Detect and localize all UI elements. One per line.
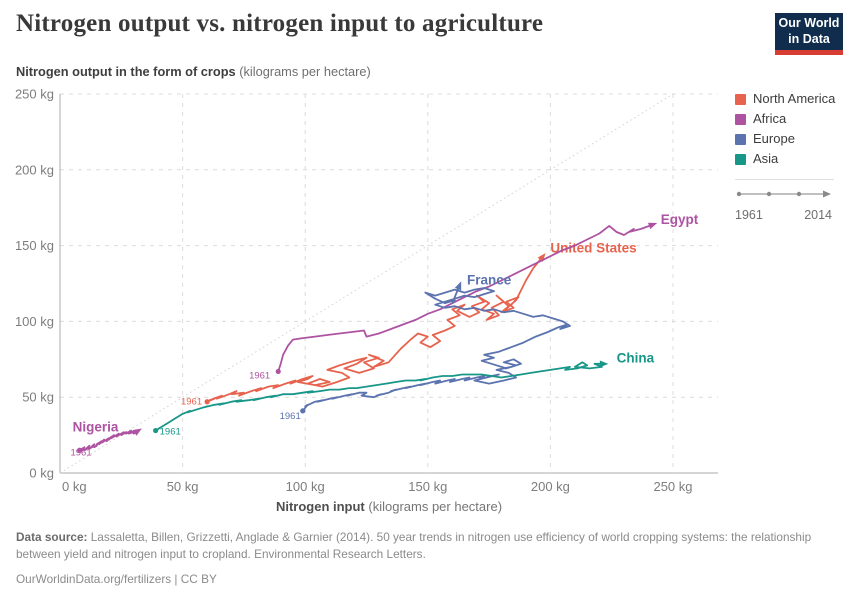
license-line[interactable]: OurWorldinData.org/fertilizers | CC BY (16, 571, 217, 586)
legend-swatch (735, 133, 746, 145)
start-point-france (300, 408, 306, 414)
timeline-axis (736, 190, 831, 198)
timeline-arrow-icon (823, 190, 831, 198)
page-title: Nitrogen output vs. nitrogen input to ag… (16, 10, 544, 37)
diagonal-reference-line (59, 93, 674, 474)
timeline-end-year: 2014 (804, 207, 832, 222)
owid-logo-line2: in Data (788, 31, 830, 46)
legend-item-asia[interactable]: Asia (735, 150, 847, 167)
y-axis-title-units: (kilograms per hectare) (235, 64, 371, 79)
country-label-egypt[interactable]: Egypt (661, 212, 699, 227)
trajectory-nigeria: 1961 Nigeria (70, 420, 142, 458)
trajectory-line-france[interactable] (301, 284, 571, 412)
trajectory-arrowhead-nigeria (132, 428, 142, 436)
trajectory-arrowhead-egypt (647, 222, 658, 230)
y-axis-title: Nitrogen output in the form of crops (ki… (16, 64, 371, 79)
trajectory-china: 1961 China (153, 351, 655, 438)
trajectory-line-egypt[interactable] (277, 223, 655, 373)
start-year-label-france: 1961 (280, 411, 301, 422)
owid-logo-line1: Our World (778, 15, 840, 30)
trajectory-line-china[interactable] (154, 361, 606, 432)
trajectory-egypt: 1961 Egypt (249, 212, 699, 382)
timeline-dot (766, 191, 772, 196)
legend-label: Europe (753, 130, 795, 146)
legend-item-europe[interactable]: Europe (735, 130, 847, 147)
x-tick-label: 0 kg (62, 479, 87, 494)
country-label-united-states[interactable]: United States (550, 241, 636, 256)
start-year-label-nigeria: 1961 (70, 447, 91, 458)
start-year-label-egypt: 1961 (249, 370, 270, 381)
x-tick-label: 100 kg (286, 479, 325, 494)
x-axis-title: Nitrogen input (kilograms per hectare) (276, 499, 502, 514)
start-year-label-united-states: 1961 (181, 397, 202, 408)
legend-swatch (735, 94, 746, 105)
y-tick-label: 0 kg (29, 466, 54, 481)
y-axis-title-bold: Nitrogen output in the form of crops (16, 64, 236, 79)
x-tick-label: 150 kg (408, 479, 447, 494)
start-year-label-china: 1961 (160, 427, 181, 438)
legend-items: North America Africa Europe Asia (735, 91, 847, 167)
y-tick-label: 250 kg (15, 87, 54, 102)
start-point-nigeria (77, 447, 83, 453)
trajectory-line-united-states[interactable] (206, 255, 544, 403)
chart-canvas[interactable]: 0 kg 50 kg 100 kg 150 kg 200 kg 250 kg 0 kg 50 … (0, 0, 850, 526)
legend-item-north-america[interactable]: North America (735, 91, 847, 107)
data-source-label: Data source: (16, 530, 88, 544)
country-label-china[interactable]: China (617, 351, 655, 366)
owid-logo: Our World in Data (775, 13, 843, 55)
data-source-text: Lassaletta, Billen, Grizzetti, Anglade &… (16, 530, 812, 562)
trajectory-united-states: 1961 United States (181, 241, 637, 408)
legend-swatch (735, 153, 746, 165)
y-tick-label: 200 kg (15, 162, 54, 177)
start-point-egypt (275, 368, 281, 375)
timeline-start-year: 1961 (735, 207, 763, 222)
trajectory-line-nigeria[interactable] (78, 429, 140, 452)
legend-item-africa[interactable]: Africa (735, 110, 847, 127)
footer: Data source: Lassaletta, Billen, Grizzet… (16, 529, 834, 588)
legend-label: North America (753, 91, 836, 106)
x-tick-label: 250 kg (653, 479, 692, 494)
start-point-china (153, 427, 159, 434)
trajectory-arrowhead-united-states (537, 253, 546, 262)
country-label-nigeria[interactable]: Nigeria (73, 420, 119, 435)
y-tick-label: 100 kg (15, 314, 54, 329)
trajectory-arrowhead-france (454, 281, 462, 291)
timeline-dot (796, 191, 802, 196)
x-tick-label: 200 kg (531, 479, 570, 494)
trajectory-france: 1961 France (280, 272, 571, 422)
x-tick-label: 50 kg (167, 479, 199, 494)
start-point-united-states (204, 399, 210, 405)
country-label-france[interactable]: France (467, 272, 512, 287)
y-tick-label: 150 kg (15, 238, 54, 253)
y-tick-label: 50 kg (22, 390, 54, 405)
legend-label: Africa (753, 110, 787, 126)
legend-swatch (735, 113, 746, 125)
legend-label: Asia (753, 150, 779, 166)
trajectory-arrowhead-china (599, 360, 609, 368)
data-source-note: Data source: Lassaletta, Billen, Grizzet… (16, 529, 834, 564)
legend-divider (735, 178, 834, 180)
timeline-labels: 1961 2014 (735, 208, 832, 222)
timeline-dot (736, 191, 742, 196)
legend: North America Africa Europe Asia 1961 2014 (735, 91, 847, 222)
